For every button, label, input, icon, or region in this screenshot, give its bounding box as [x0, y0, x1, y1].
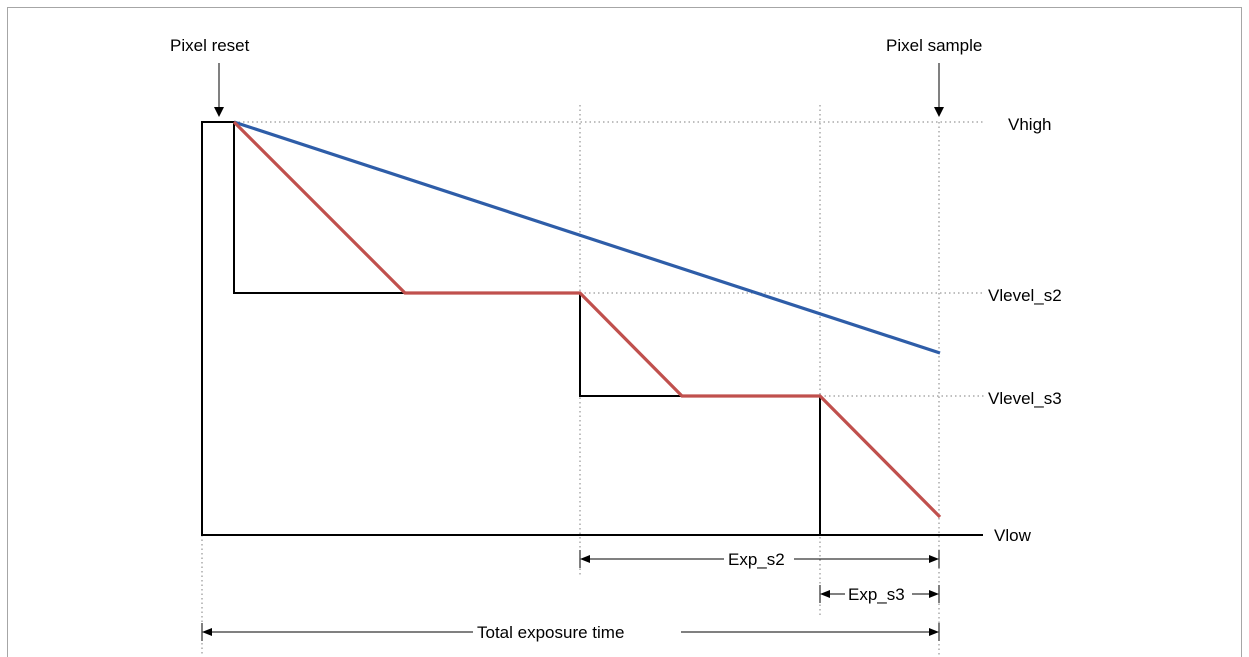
vlevel-s3-label: Vlevel_s3 — [988, 389, 1062, 408]
low-light-pixel-line — [233, 120, 941, 355]
exp-s2-label: Exp_s2 — [728, 550, 785, 569]
vlow-label: Vlow — [994, 526, 1032, 545]
total-exposure-time-label: Total exposure time — [477, 623, 624, 642]
vhigh-label: Vhigh — [1008, 115, 1051, 134]
figure-frame — [7, 7, 1242, 657]
pixel-sample-label: Pixel sample — [886, 36, 982, 55]
high-light-pixel-line — [232, 120, 942, 519]
vlevel-s2-label: Vlevel_s2 — [988, 286, 1062, 305]
barrier-step-waveform — [233, 122, 821, 536]
exp-s3-label: Exp_s3 — [848, 585, 905, 604]
pixel-reset-label: Pixel reset — [170, 36, 250, 55]
